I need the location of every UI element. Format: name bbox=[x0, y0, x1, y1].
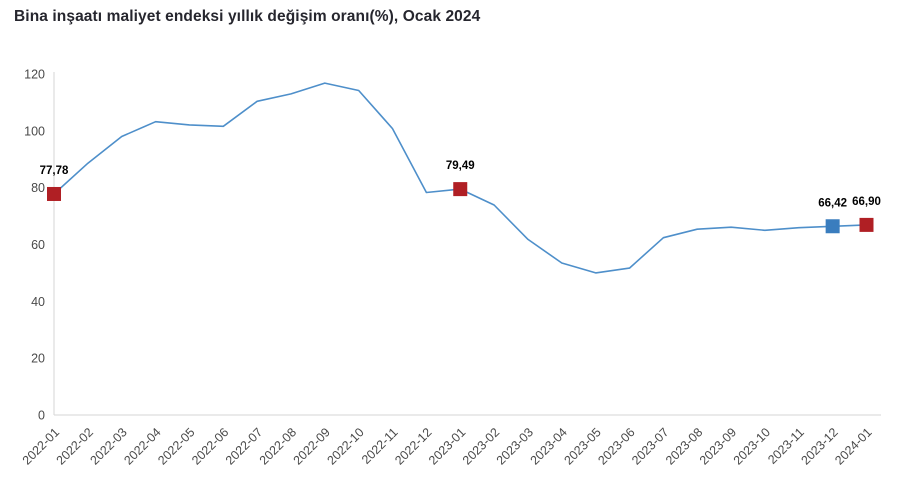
data-point-marker bbox=[825, 219, 840, 234]
data-point-marker bbox=[47, 186, 61, 201]
y-tick-label: 60 bbox=[31, 238, 45, 252]
data-point-label: 66,90 bbox=[852, 196, 881, 208]
data-point-marker bbox=[859, 217, 874, 232]
x-tick-label: 2024-01 bbox=[832, 425, 874, 467]
x-tick-label: 2022-10 bbox=[324, 425, 366, 467]
y-tick-label: 40 bbox=[31, 295, 45, 309]
chart-title: Bina inşaatı maliyet endeksi yıllık deği… bbox=[14, 8, 481, 25]
x-tick-label: 2023-10 bbox=[731, 425, 773, 467]
y-tick-label: 0 bbox=[38, 409, 45, 423]
data-series-line bbox=[53, 82, 868, 274]
data-point-marker bbox=[453, 182, 468, 197]
data-point-label: 79,49 bbox=[446, 160, 475, 172]
y-tick-label: 80 bbox=[31, 181, 45, 195]
y-tick-label: 20 bbox=[31, 352, 45, 366]
y-tick-label: 120 bbox=[24, 68, 45, 82]
data-point-label: 66,42 bbox=[818, 197, 847, 209]
y-tick-label: 100 bbox=[24, 124, 45, 138]
data-point-label: 77,78 bbox=[40, 165, 69, 177]
